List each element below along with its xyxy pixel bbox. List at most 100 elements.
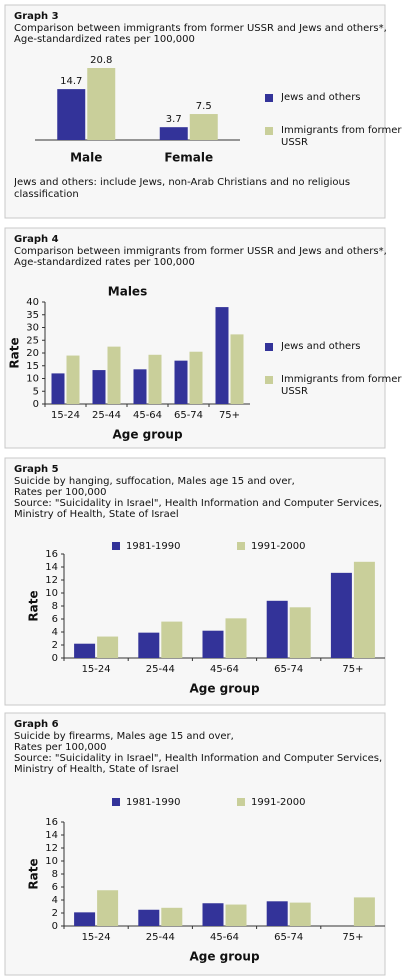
legend-swatch — [265, 343, 273, 351]
y-axis-label: Rate — [8, 337, 22, 368]
legend-label-box: Immigrants from former USSR — [281, 374, 402, 397]
panel-heading: Graph 4 — [14, 234, 59, 245]
y-tick-label: 25 — [26, 335, 39, 346]
legend-swatch — [112, 542, 120, 550]
y-tick-label: 12 — [45, 843, 58, 854]
x-tick-label: 75+ — [219, 410, 240, 421]
bar — [225, 618, 247, 658]
bar — [215, 307, 229, 404]
legend-label: 1991-2000 — [251, 541, 306, 552]
y-tick-label: 8 — [52, 869, 58, 880]
legend-swatch — [265, 127, 273, 135]
y-tick-label: 35 — [26, 310, 39, 321]
y-tick-label: 8 — [52, 601, 58, 612]
legend-swatch — [237, 542, 245, 550]
subtitle-line: Age-standardized rates per 100,000 — [14, 34, 195, 45]
bar — [289, 607, 311, 658]
y-tick-label: 14 — [45, 830, 58, 841]
subtitle-line: Suicide by firearms, Males age 15 and ov… — [14, 731, 234, 742]
bar — [97, 890, 119, 926]
subtitle-line: Age-standardized rates per 100,000 — [14, 257, 195, 268]
y-tick-label: 0 — [33, 399, 39, 410]
x-axis-label: Age group — [189, 682, 259, 696]
data-label: 7.5 — [196, 101, 212, 112]
bar — [289, 902, 311, 926]
panel-heading: Graph 3 — [14, 11, 59, 22]
y-tick-label: 4 — [52, 895, 58, 906]
legend-label: Jews and others — [281, 92, 361, 103]
panel — [4, 712, 386, 976]
bar — [74, 643, 96, 658]
subtitle-line: Source: "Suicidality in Israel", Health … — [14, 753, 382, 764]
data-label: 20.8 — [90, 55, 112, 66]
y-tick-label: 10 — [45, 588, 58, 599]
bar — [138, 909, 160, 926]
panel-heading: Graph 5 — [14, 464, 59, 475]
subtitle-line: Rates per 100,000 — [14, 742, 106, 753]
bar — [74, 912, 96, 926]
subtitle-line: Comparison between immigrants from forme… — [14, 23, 387, 34]
x-tick-label: 75+ — [342, 664, 363, 675]
y-tick-label: 16 — [45, 817, 58, 828]
bar — [57, 89, 86, 140]
y-tick-label: 30 — [26, 323, 39, 334]
bar — [174, 360, 188, 404]
chart-title: Males — [108, 285, 147, 299]
bar — [97, 636, 119, 658]
y-tick-label: 6 — [52, 882, 58, 893]
bar — [202, 630, 224, 658]
x-axis-label: Age group — [189, 950, 259, 964]
x-tick-label: Female — [164, 151, 213, 165]
bar — [266, 600, 288, 658]
y-tick-label: 0 — [52, 921, 58, 932]
x-tick-label: 25-44 — [146, 932, 175, 943]
y-tick-label: 5 — [33, 386, 39, 397]
legend-label: Jews and others — [281, 341, 361, 352]
note-box: Jews and others: include Jews, non-Arab … — [14, 177, 350, 200]
y-tick-label: 2 — [52, 908, 58, 919]
subtitle-line: Suicide by hanging, suffocation, Males a… — [14, 476, 295, 487]
bar — [148, 354, 162, 404]
panel-heading: Graph 6 — [14, 719, 59, 730]
bar — [230, 334, 244, 404]
bar — [133, 369, 147, 404]
y-tick-label: 15 — [26, 361, 39, 372]
x-tick-label: 65-74 — [274, 932, 303, 943]
x-tick-label: 45-64 — [210, 664, 239, 675]
bar — [138, 632, 160, 658]
x-tick-label: Male — [70, 151, 102, 165]
data-label: 14.7 — [60, 76, 82, 87]
legend-label-box: Jews and others — [281, 92, 361, 103]
x-tick-label: 65-74 — [174, 410, 203, 421]
x-axis-label: Age group — [112, 428, 182, 442]
bar — [225, 904, 247, 926]
subtitle-line: Source: "Suicidality in Israel", Health … — [14, 498, 382, 509]
legend-swatch — [112, 798, 120, 806]
panel — [4, 227, 386, 449]
bar — [330, 572, 352, 658]
x-tick-label: 15-24 — [51, 410, 80, 421]
x-tick-label: 15-24 — [82, 932, 111, 943]
bar — [66, 355, 80, 404]
y-tick-label: 10 — [26, 374, 39, 385]
legend-label: Immigrants from former USSR — [281, 374, 402, 397]
x-tick-label: 45-64 — [210, 932, 239, 943]
y-axis-label: Rate — [27, 858, 41, 889]
y-tick-label: 4 — [52, 627, 58, 638]
subtitle-line: Comparison between immigrants from forme… — [14, 246, 387, 257]
y-tick-label: 6 — [52, 614, 58, 625]
bar — [161, 621, 183, 658]
legend-label: 1991-2000 — [251, 797, 306, 808]
bar — [107, 346, 121, 404]
y-tick-label: 0 — [52, 653, 58, 664]
bar — [189, 114, 218, 140]
legend-label: Immigrants from former USSR — [281, 125, 402, 148]
x-tick-label: 75+ — [342, 932, 363, 943]
legend-swatch — [237, 798, 245, 806]
legend-swatch — [265, 94, 273, 102]
x-tick-label: 15-24 — [82, 664, 111, 675]
bar — [159, 127, 188, 140]
subtitle-line: Ministry of Health, State of Israel — [14, 764, 179, 775]
bar — [266, 901, 288, 926]
